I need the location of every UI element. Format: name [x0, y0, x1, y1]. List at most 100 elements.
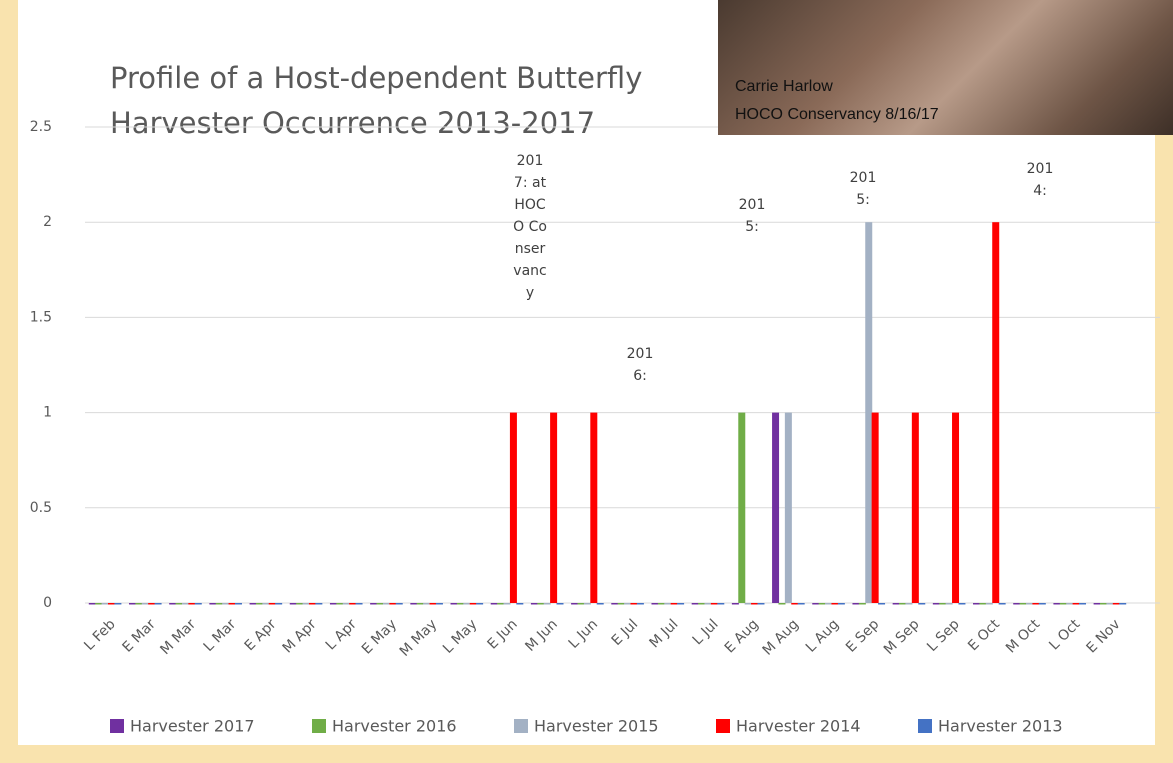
- bar: [497, 603, 505, 605]
- bar: [429, 603, 437, 605]
- bar: [169, 603, 177, 605]
- bar: [95, 603, 103, 605]
- bar: [757, 603, 765, 605]
- bar: [691, 603, 699, 605]
- bar: [979, 603, 987, 605]
- bar: [596, 603, 604, 605]
- bar: [1100, 603, 1108, 605]
- legend-label: Harvester 2013: [938, 717, 1063, 736]
- bar: [268, 603, 276, 605]
- bar: [88, 603, 96, 605]
- bar: [389, 603, 397, 605]
- legend-swatch: [110, 719, 124, 733]
- legend-label: Harvester 2016: [332, 717, 457, 736]
- bar: [973, 603, 981, 605]
- bar: [778, 603, 786, 605]
- legend-label: Harvester 2014: [736, 717, 861, 736]
- x-tick-label: E Sep: [843, 616, 882, 655]
- bar: [148, 603, 156, 605]
- bar: [992, 222, 1000, 603]
- bar: [543, 603, 551, 605]
- bar: [899, 603, 907, 605]
- bar: [698, 603, 706, 605]
- x-tick-label: M Mar: [157, 616, 199, 658]
- annotation: 2014:: [1026, 161, 1054, 199]
- bar: [262, 603, 270, 605]
- legend-label: Harvester 2015: [534, 717, 659, 736]
- bar: [329, 603, 337, 605]
- x-tick-label: L Jun: [566, 616, 601, 651]
- bar: [382, 603, 390, 605]
- bar: [456, 603, 464, 605]
- bar: [664, 603, 672, 605]
- annotation: 2016:: [626, 346, 654, 384]
- bar: [636, 603, 644, 605]
- bar: [1106, 603, 1114, 605]
- y-tick-label: 1: [43, 405, 52, 421]
- bar: [476, 603, 484, 605]
- bar: [128, 603, 136, 605]
- bar: [222, 603, 230, 605]
- bar: [624, 603, 632, 605]
- bar: [1119, 603, 1127, 605]
- bar: [791, 603, 799, 605]
- bar: [1112, 603, 1120, 605]
- bar: [831, 603, 839, 605]
- bar: [918, 603, 926, 605]
- x-tick-label: L Feb: [81, 616, 119, 654]
- annotation: 2017: at HOCO Conservancy: [513, 153, 547, 301]
- bar: [1053, 603, 1061, 605]
- bar: [630, 603, 638, 605]
- bar: [932, 603, 940, 605]
- bar: [985, 603, 993, 605]
- bar: [871, 412, 879, 603]
- bar: [194, 603, 202, 605]
- bar: [571, 603, 579, 605]
- bar: [952, 412, 960, 603]
- x-tick-label: E Jun: [484, 616, 520, 652]
- title-line: Profile of a Host-dependent Butterfly: [110, 61, 642, 95]
- bar: [865, 222, 873, 603]
- bar: [537, 603, 545, 605]
- bar: [114, 603, 122, 605]
- bar: [1038, 603, 1046, 605]
- bar: [751, 603, 759, 605]
- bar: [710, 603, 718, 605]
- bar: [450, 603, 458, 605]
- bar: [249, 603, 257, 605]
- bar: [342, 603, 350, 605]
- bar: [530, 603, 538, 605]
- bar: [556, 603, 564, 605]
- bar: [590, 412, 598, 603]
- legend-swatch: [514, 719, 528, 733]
- bar: [423, 603, 431, 605]
- title-line: Harvester Occurrence 2013-2017: [110, 106, 595, 140]
- bar: [738, 412, 746, 603]
- x-tick-label: L Aug: [803, 616, 842, 655]
- bar: [101, 603, 109, 605]
- x-tick-label: E Aug: [722, 616, 762, 656]
- bar: [1013, 603, 1021, 605]
- bar: [1059, 603, 1067, 605]
- bar: [215, 603, 223, 605]
- x-tick-label: L May: [440, 616, 480, 656]
- bar: [731, 603, 739, 605]
- x-tick-label: L Sep: [924, 616, 963, 655]
- chart-title: Profile of a Host-dependent Butterfly Har…: [110, 61, 642, 140]
- bar: [370, 603, 378, 605]
- x-tick-label: L Mar: [201, 616, 240, 655]
- bar: [228, 603, 236, 605]
- bar: [509, 412, 517, 603]
- bar: [175, 603, 183, 605]
- bar: [1026, 603, 1034, 605]
- x-tick-label: M Oct: [1003, 616, 1043, 656]
- x-tick-label: L Jul: [690, 616, 722, 648]
- x-tick-label: L Oct: [1046, 616, 1083, 653]
- bar: [355, 603, 363, 605]
- x-tick-label: E May: [359, 616, 400, 657]
- y-tick-label: 0: [43, 595, 52, 611]
- legend-swatch: [716, 719, 730, 733]
- bar: [395, 603, 403, 605]
- bar: [490, 603, 498, 605]
